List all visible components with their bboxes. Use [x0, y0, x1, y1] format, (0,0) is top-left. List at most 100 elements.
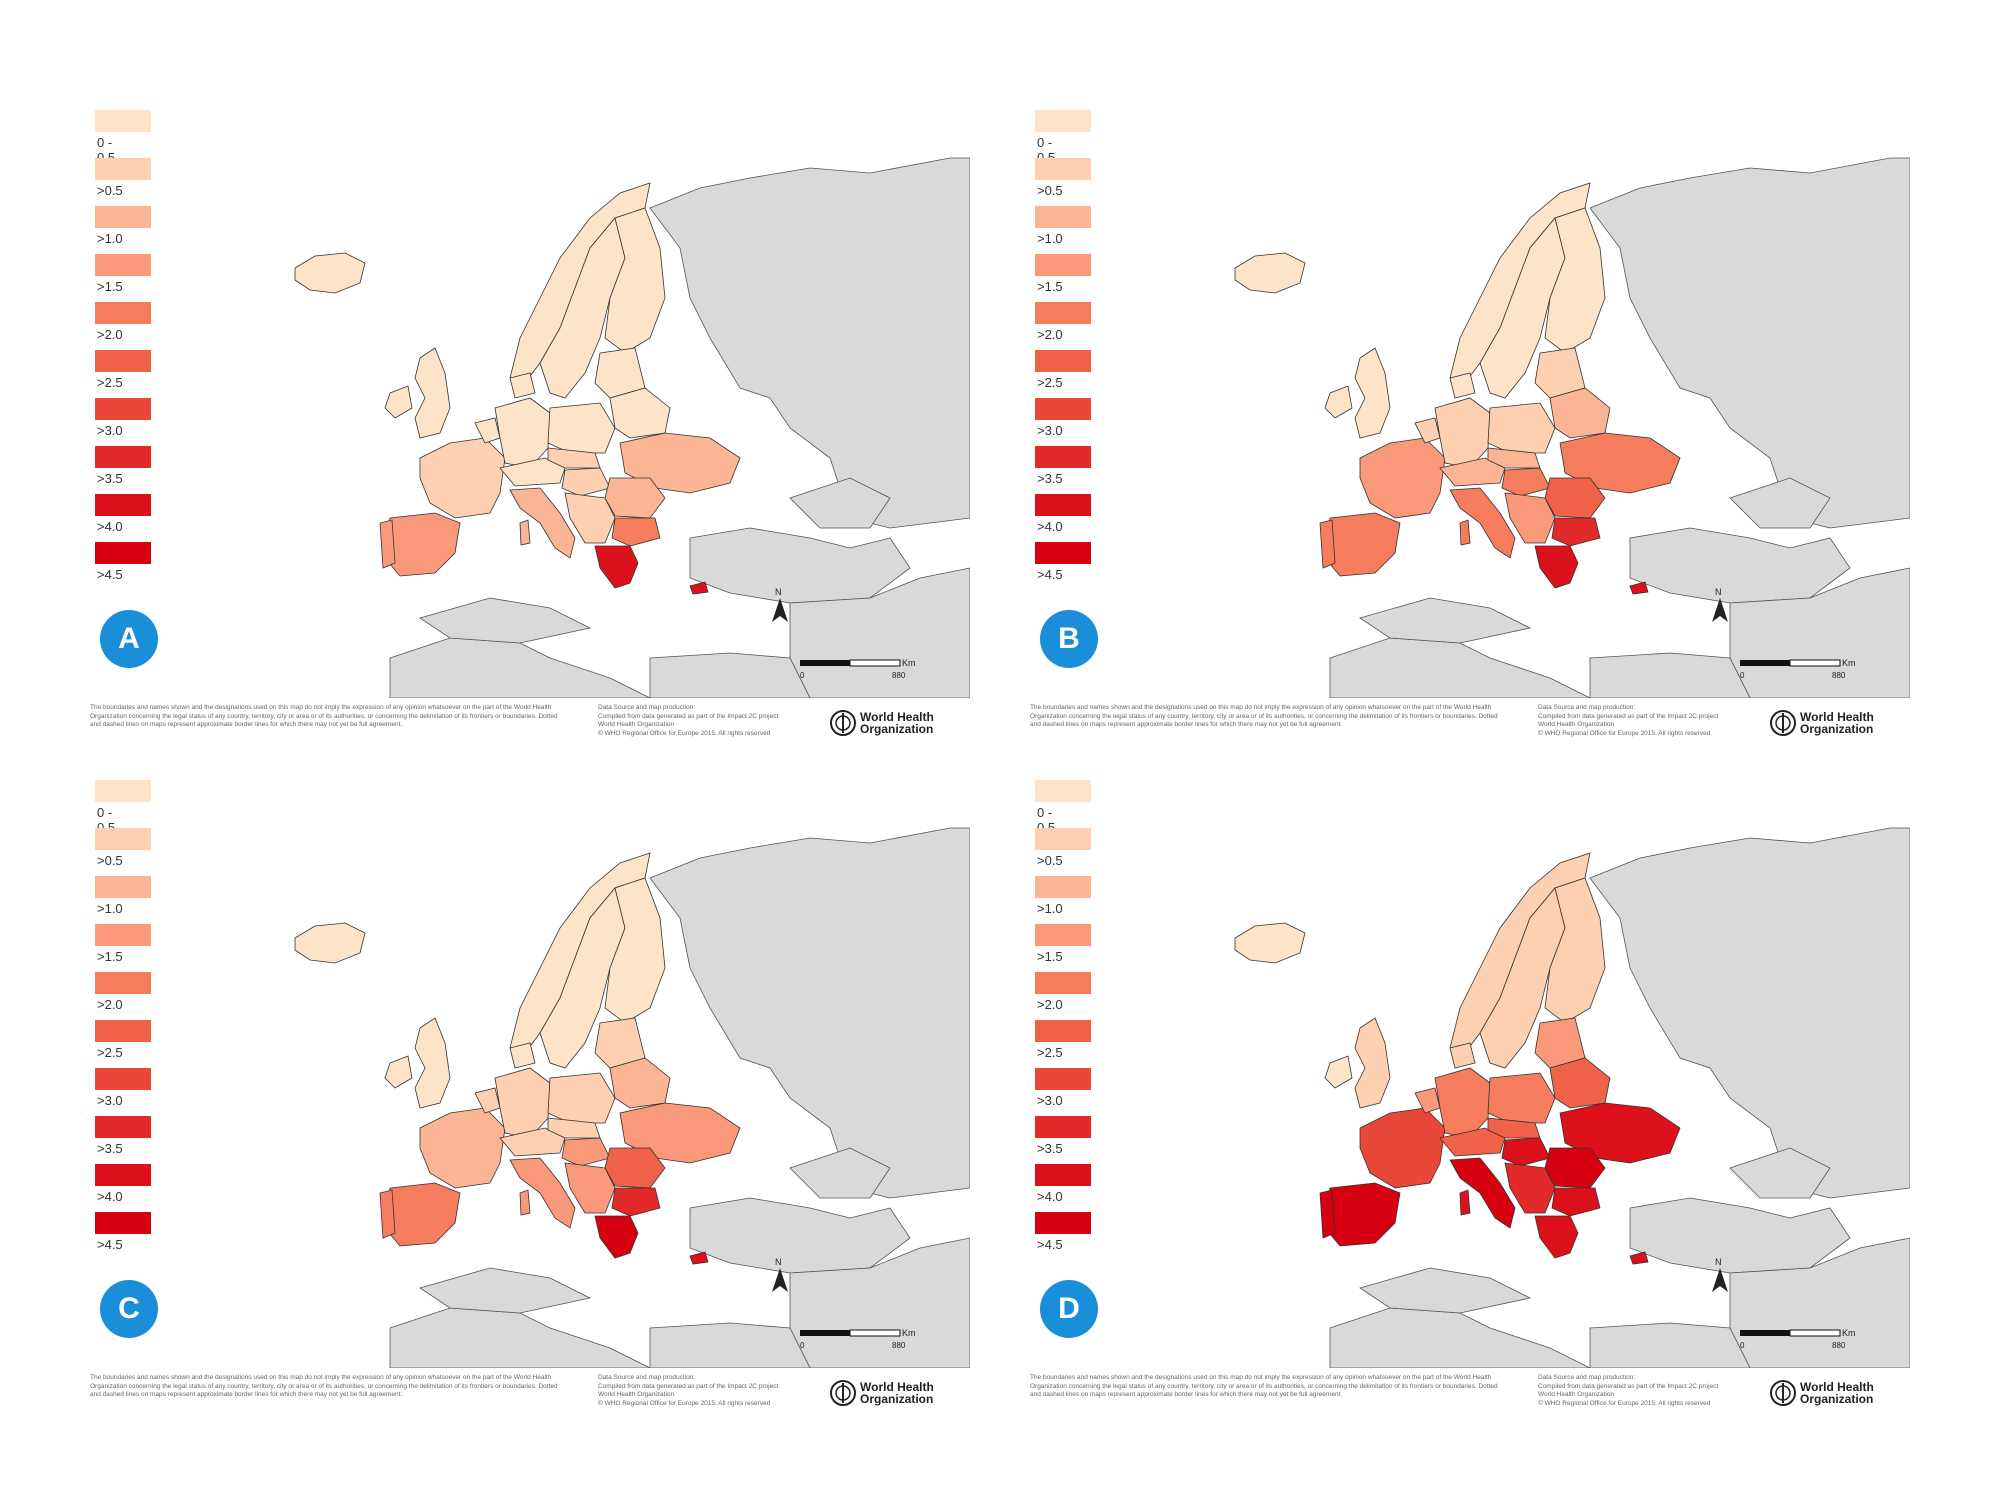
svg-text:N: N: [1715, 587, 1722, 597]
iceland: [294, 922, 366, 964]
legend-swatch: [1035, 1020, 1091, 1042]
legend-swatch: [1035, 158, 1091, 180]
finland: [604, 207, 666, 354]
legend-swatch: [1035, 1116, 1091, 1138]
north-africa-land: [389, 1307, 651, 1368]
who-emblem-icon: [1770, 1380, 1796, 1406]
legend-swatch: [95, 972, 151, 994]
legend-swatch: [95, 1116, 151, 1138]
egypt-land: [649, 652, 811, 698]
scale-bar: Km 0 880: [800, 1328, 916, 1350]
greece: [1534, 545, 1579, 589]
denmark: [509, 1042, 536, 1069]
who-logo: World Health Organization: [1770, 710, 1874, 736]
maghreb-land: [1359, 1267, 1532, 1314]
sardinia: [1459, 519, 1471, 546]
legend-swatch: [95, 1068, 151, 1090]
iceland: [294, 252, 366, 294]
legend-swatch: [95, 876, 151, 898]
hungary: [561, 1137, 611, 1167]
bulgaria: [1551, 1187, 1601, 1217]
svg-text:Km: Km: [1842, 1328, 1856, 1338]
svg-text:N: N: [775, 587, 782, 597]
western-balkans: [1504, 492, 1556, 544]
legend-swatch: [95, 446, 151, 468]
svg-text:N: N: [775, 1257, 782, 1267]
belarus: [609, 1057, 671, 1109]
panel-letter-badge: B: [1040, 610, 1098, 668]
europe-map: [294, 157, 970, 698]
who-logo: World Health Organization: [830, 1380, 934, 1406]
legend-swatch: [1035, 972, 1091, 994]
legend-swatch: [1035, 350, 1091, 372]
legend-swatch: [95, 780, 151, 802]
legend-swatch: [1035, 828, 1091, 850]
source-text: Data Source and map production: Compiled…: [1538, 1374, 1719, 1407]
legend-label: >4.5: [97, 1237, 123, 1252]
denmark: [1449, 1042, 1476, 1069]
who-emblem-icon: [1770, 710, 1796, 736]
western-balkans: [564, 1162, 616, 1214]
switzerland-austria: [499, 457, 566, 487]
germany: [1434, 397, 1491, 469]
cyprus: [1629, 581, 1649, 595]
legend-swatch: [1035, 446, 1091, 468]
north-africa-land: [1329, 637, 1591, 698]
france: [419, 437, 506, 519]
cyprus: [689, 1251, 709, 1265]
legend-swatch: [95, 924, 151, 946]
svg-text:N: N: [1715, 1257, 1722, 1267]
legend-swatch: [1035, 254, 1091, 276]
czechia-slovakia: [547, 1117, 601, 1139]
north-africa-land: [1329, 1307, 1591, 1368]
ireland: [1324, 1055, 1353, 1089]
ireland: [384, 385, 413, 419]
switzerland-austria: [1439, 457, 1506, 487]
legend-label: >4.5: [1037, 1237, 1063, 1252]
czechia-slovakia: [1487, 1117, 1541, 1139]
source-text: Data Source and map production: Compiled…: [598, 1374, 779, 1407]
north-arrow-icon: N: [1712, 1257, 1728, 1292]
italy: [509, 1157, 576, 1229]
disclaimer-text: The boundaries and names shown and the d…: [1030, 704, 1498, 728]
north-arrow-icon: N: [772, 587, 788, 622]
spain: [384, 512, 461, 577]
map-panel-d: 0 - 0.5>0.5 - 1.0>1.0 - 1.5>1.5 - 2.0>2.…: [1030, 768, 1930, 1408]
legend-swatch: [1035, 206, 1091, 228]
italy: [1449, 487, 1516, 559]
cyprus: [1629, 1251, 1649, 1265]
svg-text:880: 880: [892, 671, 906, 680]
legend-swatch: [95, 828, 151, 850]
svg-text:880: 880: [892, 1341, 906, 1350]
legend-swatch: [1035, 924, 1091, 946]
legend-swatch: [1035, 398, 1091, 420]
switzerland-austria: [1439, 1127, 1506, 1157]
legend-swatch: [95, 1020, 151, 1042]
greece: [594, 545, 639, 589]
legend-swatch: [95, 158, 151, 180]
legend-swatch: [1035, 542, 1091, 564]
belarus: [1549, 387, 1611, 439]
germany: [494, 397, 551, 469]
maghreb-land: [419, 597, 592, 644]
scale-bar: Km 0 880: [1740, 1328, 1856, 1350]
spain: [384, 1182, 461, 1247]
belarus: [1549, 1057, 1611, 1109]
who-emblem-icon: [830, 710, 856, 736]
belarus: [609, 387, 671, 439]
legend-swatch: [95, 302, 151, 324]
svg-text:Km: Km: [902, 658, 916, 668]
who-logo: World Health Organization: [830, 710, 934, 736]
italy: [509, 487, 576, 559]
disclaimer-text: The boundaries and names shown and the d…: [90, 1374, 558, 1398]
europe-map: [294, 827, 970, 1368]
source-text: Data Source and map production: Compiled…: [1538, 704, 1719, 737]
united-kingdom: [1354, 1017, 1391, 1109]
france: [419, 1107, 506, 1189]
legend-swatch: [1035, 302, 1091, 324]
legend-swatch: [95, 1164, 151, 1186]
poland: [1487, 1072, 1556, 1124]
scale-bar: Km 0 880: [800, 658, 916, 680]
legend-swatch: [95, 1212, 151, 1234]
united-kingdom: [414, 1017, 451, 1109]
